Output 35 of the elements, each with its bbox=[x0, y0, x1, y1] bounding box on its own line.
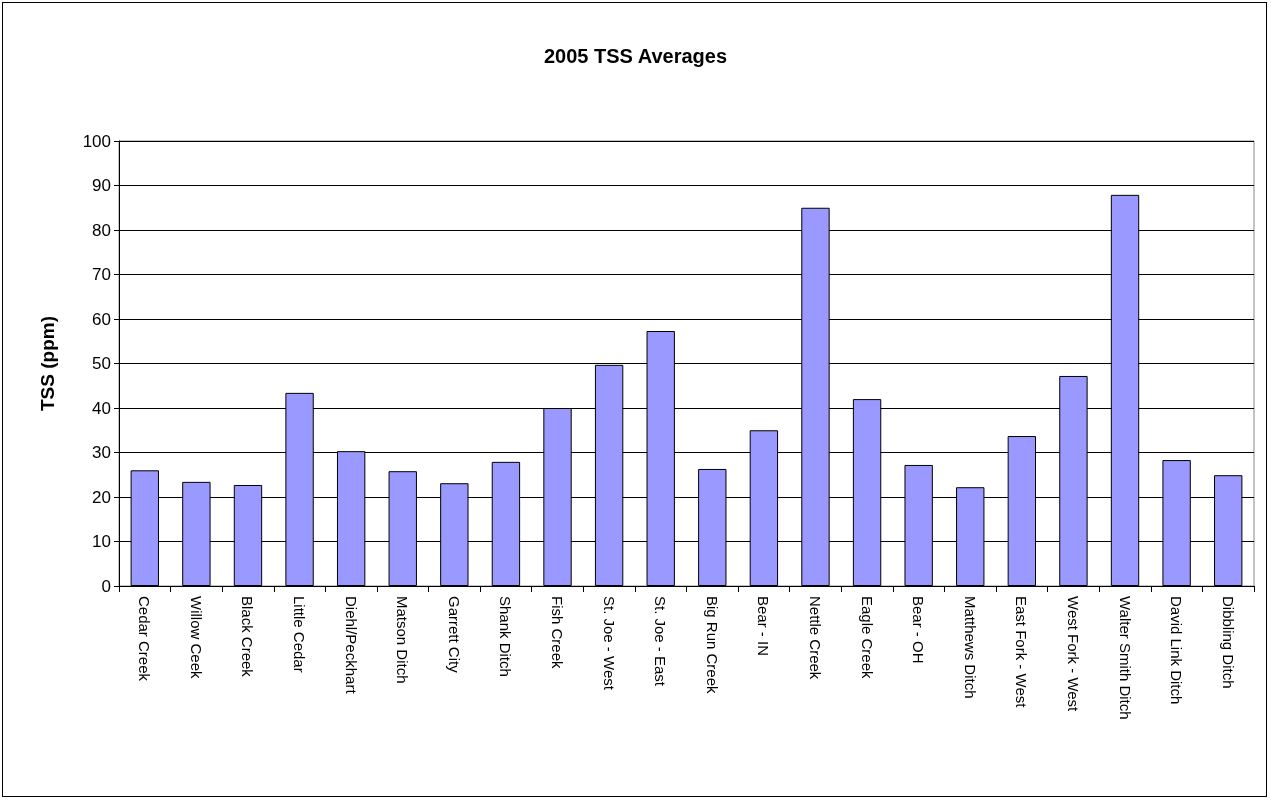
x-tick-label: Nettle Creek bbox=[806, 596, 824, 680]
y-tick-label: 90 bbox=[92, 176, 111, 195]
y-tick-label: 60 bbox=[92, 309, 111, 329]
y-tick-label: 40 bbox=[92, 398, 111, 418]
x-tick-label: David Link Ditch bbox=[1168, 596, 1186, 705]
x-tick-label: Black Creek bbox=[239, 596, 257, 678]
y-tick-label: 50 bbox=[92, 354, 111, 373]
y-axis-title: TSS (ppm) bbox=[37, 316, 58, 411]
x-tick-label: East Fork - West bbox=[1013, 596, 1031, 709]
x-tick-label: Bear - OH bbox=[910, 596, 928, 664]
x-tick-label: Cedar Creek bbox=[136, 596, 154, 682]
y-tick-label: 80 bbox=[92, 220, 111, 240]
x-tick-label: Big Run Creek bbox=[703, 596, 721, 695]
x-tick-label: Garrett City bbox=[445, 596, 463, 674]
x-tick-label: St. Joe - East bbox=[652, 596, 670, 687]
x-tick-label: Walter Smith Ditch bbox=[1116, 596, 1134, 720]
y-tick-label: 20 bbox=[92, 487, 111, 507]
x-tick-label: Matthews Ditch bbox=[961, 596, 979, 699]
x-tick-label: Bear - IN bbox=[755, 596, 773, 657]
x-tick-label: Fish Creek bbox=[549, 596, 567, 670]
x-tick-label: Willow Ceek bbox=[187, 596, 205, 680]
y-tick-label: 100 bbox=[82, 131, 111, 151]
x-tick-label: West Fork - West bbox=[1064, 596, 1082, 713]
x-tick-label: Matson Ditch bbox=[394, 596, 412, 684]
x-tick-label: St. Joe - West bbox=[600, 596, 618, 691]
y-tick-label: 10 bbox=[92, 532, 111, 551]
y-tick-label: 0 bbox=[101, 576, 111, 596]
chart-title: 2005 TSS Averages bbox=[543, 45, 728, 67]
y-tick-label: 30 bbox=[92, 443, 111, 462]
x-tick-label: Little Cedar bbox=[291, 596, 309, 673]
x-tick-label: Eagle Creek bbox=[858, 596, 876, 680]
x-tick-label: Shank Ditch bbox=[497, 596, 515, 677]
y-tick-label: 70 bbox=[92, 265, 111, 284]
x-tick-label: Diehl/Peckhart bbox=[342, 596, 360, 695]
x-tick-label: Dibbling Ditch bbox=[1219, 596, 1237, 689]
